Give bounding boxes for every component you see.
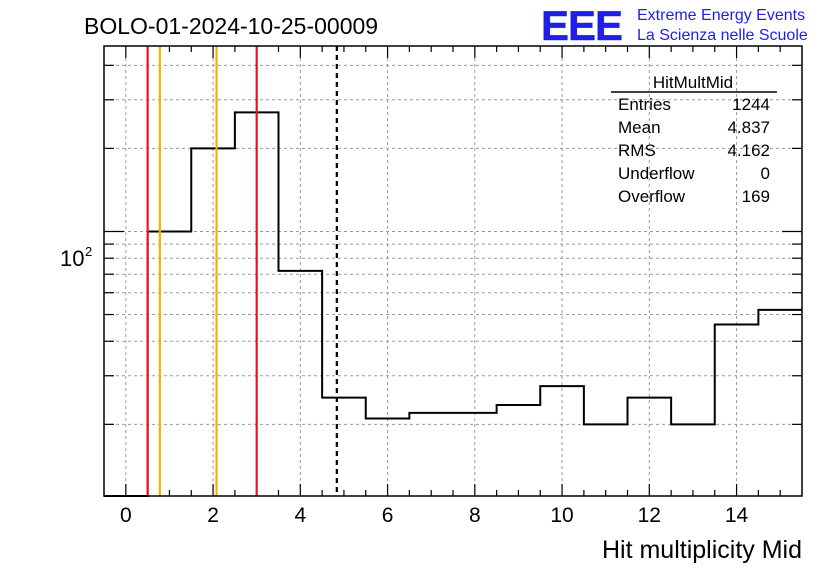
histogram-bin [758,310,802,496]
x-tick-label: 2 [207,504,219,527]
histogram-bin [453,413,497,496]
grid-lines [104,46,802,496]
x-tick-label: 8 [469,504,481,527]
x-tick-label: 10 [550,504,573,527]
histogram-bin [279,271,323,496]
histogram-bin [148,231,192,496]
histogram-line [104,111,802,497]
x-tick-labels: 0 2 4 6 8 10 12 14 [120,504,749,527]
x-tick-label: 4 [294,504,306,527]
stats-label: Underflow [618,164,695,183]
stats-label: Entries [618,95,671,114]
histogram-bin [628,398,672,496]
threshold-lines [146,46,338,496]
histogram-bin [366,419,410,496]
y-tick-label-100: 10 2 [60,244,92,271]
histogram-bin [671,424,715,496]
plot-frame [103,45,803,497]
y-tick-base: 10 [60,246,84,271]
stats-box: HitMultMid Entries 1244 Mean 4.837 RMS 4.162 U… [611,73,777,206]
stats-label: RMS [618,141,656,160]
stats-value: 4.837 [727,118,770,137]
x-tick-label: 12 [638,504,661,527]
stats-value: 0 [761,164,770,183]
x-axis-label: Hit multiplicity Mid [602,536,802,564]
histogram-bin [715,325,759,496]
histogram-bin [409,413,453,496]
axis-ticks [104,46,802,496]
histogram-bin [497,405,541,496]
histogram-bin [540,386,584,496]
stats-value: 4.162 [727,141,770,160]
histogram-bars [104,111,802,497]
run-title: BOLO-01-2024-10-25-00009 [84,13,378,39]
x-tick-label: 6 [382,504,394,527]
x-tick-label: 0 [120,504,132,527]
stats-value: 169 [742,187,770,206]
y-tick-exponent: 2 [85,244,92,259]
logo-line-1: Extreme Energy Events [637,7,805,24]
histogram-bin [322,398,366,496]
histogram-bin [584,424,628,496]
stats-title: HitMultMid [653,73,733,92]
logo-line-2: La Scienza nelle Scuole [637,27,808,44]
x-tick-label: 14 [725,504,749,527]
eee-logo: EEE [541,2,622,49]
stats-label: Overflow [618,187,686,206]
stats-value: 1244 [732,95,770,114]
stats-label: Mean [618,118,661,137]
histogram-bin [191,148,235,496]
